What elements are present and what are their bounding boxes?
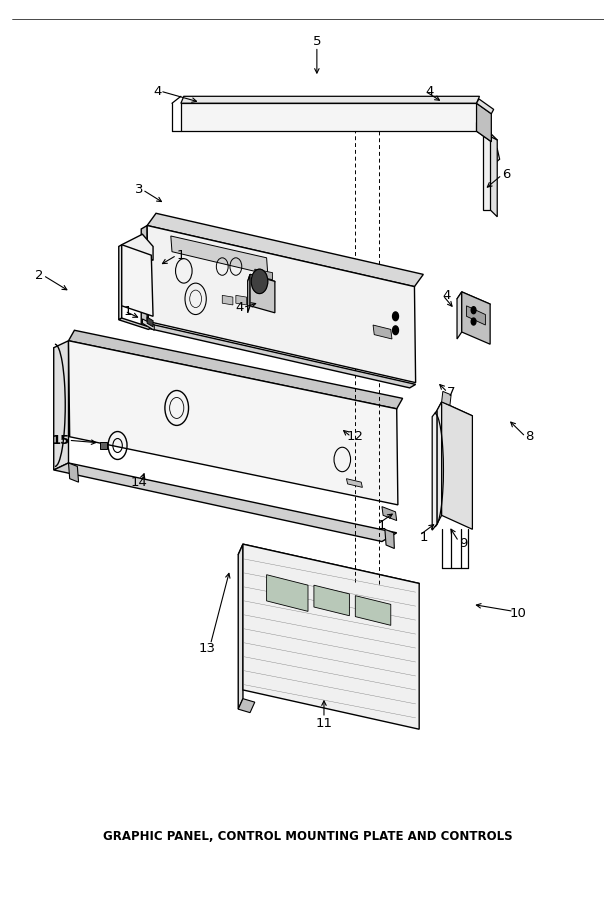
Text: 15: 15	[52, 434, 70, 446]
Polygon shape	[466, 306, 485, 325]
Polygon shape	[442, 392, 451, 405]
Polygon shape	[437, 401, 442, 524]
Polygon shape	[382, 507, 397, 520]
Polygon shape	[122, 245, 153, 316]
Polygon shape	[142, 319, 154, 330]
Polygon shape	[119, 245, 122, 320]
Polygon shape	[477, 104, 492, 141]
Polygon shape	[457, 292, 490, 311]
Text: 2: 2	[34, 269, 43, 282]
Text: 9: 9	[459, 536, 467, 550]
Polygon shape	[477, 99, 493, 113]
Text: 13: 13	[199, 642, 216, 654]
Text: 4: 4	[153, 85, 161, 97]
Polygon shape	[171, 236, 268, 274]
Polygon shape	[314, 585, 349, 616]
Polygon shape	[238, 544, 419, 594]
Polygon shape	[147, 317, 153, 327]
Polygon shape	[122, 234, 153, 262]
Text: 1: 1	[378, 519, 386, 532]
Polygon shape	[68, 341, 398, 505]
Polygon shape	[385, 529, 394, 548]
Text: GRAPHIC PANEL, CONTROL MOUNTING PLATE AND CONTROLS: GRAPHIC PANEL, CONTROL MOUNTING PLATE AN…	[103, 830, 513, 843]
Text: 1: 1	[419, 531, 428, 544]
Polygon shape	[250, 274, 275, 313]
Circle shape	[471, 307, 476, 314]
Text: 11: 11	[315, 716, 333, 730]
Polygon shape	[243, 544, 419, 729]
Text: 5: 5	[313, 35, 321, 48]
Polygon shape	[68, 463, 79, 482]
Text: 4: 4	[443, 289, 451, 302]
Polygon shape	[181, 104, 477, 131]
Text: 4: 4	[236, 302, 244, 314]
Polygon shape	[255, 269, 272, 280]
Polygon shape	[437, 401, 472, 425]
Polygon shape	[457, 292, 462, 339]
Text: 4: 4	[425, 85, 434, 97]
Polygon shape	[490, 133, 497, 217]
Polygon shape	[54, 463, 397, 542]
Text: 7: 7	[447, 386, 455, 399]
Text: 1: 1	[177, 248, 185, 262]
Polygon shape	[355, 596, 391, 626]
Polygon shape	[100, 442, 107, 449]
Text: 1: 1	[123, 304, 132, 318]
Text: 14: 14	[131, 476, 148, 489]
Polygon shape	[267, 575, 308, 611]
Polygon shape	[147, 226, 416, 382]
Polygon shape	[483, 133, 490, 210]
Text: 10: 10	[509, 607, 526, 619]
Polygon shape	[54, 341, 68, 470]
Circle shape	[251, 269, 268, 293]
Polygon shape	[141, 323, 416, 388]
Polygon shape	[248, 274, 275, 288]
Polygon shape	[442, 401, 472, 529]
Text: 6: 6	[502, 168, 510, 182]
Polygon shape	[432, 410, 437, 530]
Text: 12: 12	[347, 430, 364, 444]
Polygon shape	[346, 479, 362, 488]
Text: 3: 3	[136, 184, 144, 196]
Polygon shape	[141, 226, 147, 327]
Polygon shape	[477, 122, 492, 141]
Circle shape	[471, 318, 476, 325]
Circle shape	[392, 326, 399, 335]
Polygon shape	[462, 292, 490, 344]
Polygon shape	[238, 544, 243, 709]
Polygon shape	[236, 295, 246, 305]
Circle shape	[392, 312, 399, 320]
Polygon shape	[248, 274, 250, 313]
Text: 8: 8	[525, 430, 534, 444]
Polygon shape	[238, 698, 255, 713]
Polygon shape	[373, 325, 392, 339]
Polygon shape	[68, 330, 403, 409]
Polygon shape	[181, 96, 479, 104]
Polygon shape	[147, 213, 423, 286]
Polygon shape	[222, 295, 233, 305]
Polygon shape	[119, 318, 152, 329]
